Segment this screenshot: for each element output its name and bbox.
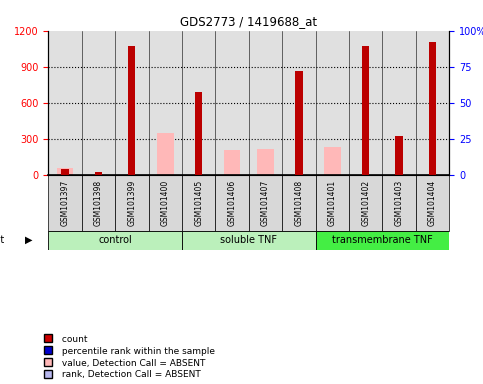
Bar — [416, 175, 449, 231]
Bar — [48, 175, 82, 231]
Bar — [182, 231, 315, 250]
Bar — [115, 175, 149, 231]
Text: GSM101405: GSM101405 — [194, 180, 203, 226]
Text: GSM101406: GSM101406 — [227, 180, 237, 226]
Legend:  count,  percentile rank within the sample,  value, Detection Call = ABSENT,  ra: count, percentile rank within the sample… — [43, 335, 215, 379]
Text: agent: agent — [0, 235, 5, 245]
Bar — [182, 175, 215, 231]
Bar — [82, 175, 115, 231]
Text: GSM101400: GSM101400 — [161, 180, 170, 226]
Bar — [224, 150, 241, 175]
Bar — [362, 46, 369, 175]
Text: control: control — [98, 235, 132, 245]
Text: GSM101408: GSM101408 — [294, 180, 303, 226]
Text: GSM101397: GSM101397 — [60, 180, 70, 226]
Bar — [257, 149, 274, 175]
Bar — [282, 175, 315, 231]
Text: GSM101407: GSM101407 — [261, 180, 270, 226]
Bar — [324, 147, 341, 175]
Text: ▶: ▶ — [25, 235, 33, 245]
Text: GSM101402: GSM101402 — [361, 180, 370, 226]
Bar — [48, 231, 182, 250]
Text: GSM101398: GSM101398 — [94, 180, 103, 226]
Text: GSM101401: GSM101401 — [328, 180, 337, 226]
Bar — [95, 172, 102, 175]
Bar — [315, 175, 349, 231]
Bar — [383, 175, 416, 231]
Bar — [295, 71, 302, 175]
Bar — [349, 175, 383, 231]
Text: GSM101399: GSM101399 — [128, 180, 136, 226]
Text: GSM101404: GSM101404 — [428, 180, 437, 226]
Bar — [215, 175, 249, 231]
Text: soluble TNF: soluble TNF — [220, 235, 277, 245]
Bar — [149, 175, 182, 231]
Text: transmembrane TNF: transmembrane TNF — [332, 235, 433, 245]
Bar — [61, 169, 69, 175]
Bar — [429, 41, 436, 175]
Bar — [396, 136, 403, 175]
Title: GDS2773 / 1419688_at: GDS2773 / 1419688_at — [180, 15, 317, 28]
Bar — [315, 231, 449, 250]
Bar — [195, 92, 202, 175]
Bar — [157, 133, 173, 175]
Bar — [57, 168, 73, 175]
Bar — [249, 175, 282, 231]
Text: GSM101403: GSM101403 — [395, 180, 404, 226]
Bar — [128, 46, 136, 175]
